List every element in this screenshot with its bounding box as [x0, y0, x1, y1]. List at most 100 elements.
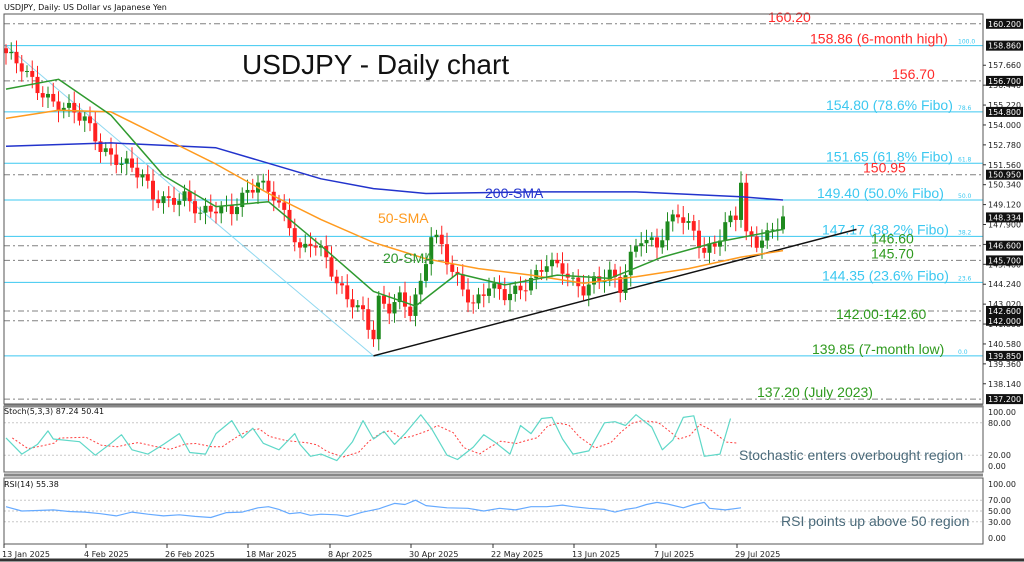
sma-label: 50-SMA [378, 210, 429, 226]
bullish-candle [607, 269, 612, 281]
price-tag [986, 305, 1023, 316]
date-tick-label: 26 Feb 2025 [165, 550, 215, 559]
price-tag-label: 156.700 [988, 77, 1021, 86]
bullish-candle [649, 237, 654, 240]
bullish-candle [198, 212, 203, 214]
bearish-candle [156, 199, 161, 204]
date-tick-label: 13 Jun 2025 [572, 550, 620, 559]
bearish-candle [613, 269, 617, 278]
level-label: 151.65 (61.8% Fibo) [826, 148, 953, 164]
fibo-percent-label: 50.0 [958, 193, 972, 200]
bullish-candle [623, 275, 628, 293]
bullish-candle [586, 284, 591, 296]
bearish-candle [387, 303, 392, 314]
price-tick-label: 150.340 [988, 181, 1021, 190]
stoch-signal-line [12, 420, 737, 458]
bearish-candle [555, 259, 560, 264]
stoch-tick-label: 100.00 [988, 408, 1016, 417]
bearish-candle [193, 201, 197, 214]
bullish-candle [550, 259, 554, 267]
bearish-candle [313, 246, 318, 248]
price-tick-label: 152.780 [988, 141, 1021, 150]
rsi-line [5, 499, 742, 519]
price-tag [986, 18, 1023, 29]
bearish-candle [655, 237, 659, 248]
date-tick-label: 7 Jul 2025 [654, 550, 694, 559]
price-tag-label: 146.600 [988, 242, 1021, 251]
level-label: 145.70 [871, 245, 914, 261]
bullish-candle [670, 214, 675, 222]
bearish-candle [282, 202, 287, 210]
bullish-candle [303, 243, 308, 248]
bullish-candle [665, 221, 670, 241]
bearish-candle [292, 228, 297, 243]
bearish-candle [466, 289, 470, 303]
level-label: 139.85 (7-month low) [812, 341, 944, 357]
stochastic-panel [4, 414, 983, 462]
bearish-candle [35, 76, 40, 94]
rsi-tick-label: 100.00 [988, 480, 1016, 489]
bearish-candle [329, 257, 334, 277]
bearish-candle [481, 294, 486, 296]
bearish-candle [471, 302, 476, 304]
bullish-candle [392, 302, 397, 314]
bullish-candle [739, 182, 743, 220]
bearish-candle [460, 274, 465, 290]
bearish-candle [266, 180, 271, 192]
bullish-candle [718, 240, 722, 247]
bullish-candle [571, 277, 575, 279]
price-tag-label: 139.850 [988, 352, 1021, 361]
price-tag [986, 212, 1023, 223]
level-label: 160.20 [768, 9, 811, 25]
price-panel-frame [3, 13, 984, 405]
bearish-candle [166, 196, 171, 198]
bullish-candle [434, 234, 439, 238]
axes: 157.660156.440155.220154.000152.780151.5… [0, 13, 1024, 562]
rsi-tick-label: 70.00 [988, 496, 1011, 505]
bullish-candle [781, 216, 785, 230]
bearish-candle [250, 189, 255, 193]
bullish-candle [397, 292, 402, 303]
price-tag [986, 240, 1023, 251]
price-tick-label: 149.120 [988, 201, 1021, 210]
rsi-annotation: RSI points up above 50 region [781, 513, 969, 529]
bearish-candle [277, 200, 281, 203]
bearish-candle [581, 286, 586, 296]
date-tick-label: 29 Jul 2025 [735, 550, 780, 559]
price-tag [986, 169, 1023, 180]
bearish-candle [408, 306, 413, 316]
level-label: 150.95 [863, 160, 906, 176]
bearish-candle [749, 231, 754, 237]
rsi-tick-label: 30.00 [988, 518, 1011, 527]
fibo-percent-label: 78.6 [958, 105, 972, 112]
level-label: 149.40 (50.0% Fibo) [817, 185, 944, 201]
chart-title: USDJPY - Daily chart [242, 49, 509, 80]
bullish-candle [235, 207, 239, 215]
bullish-candle [424, 264, 428, 281]
bullish-candle [492, 283, 497, 289]
stoch-tick-label: 0.00 [988, 462, 1006, 471]
bullish-candle [487, 288, 491, 296]
sma-200-line [5, 142, 784, 201]
price-panel: 160.20 100.0 158.86 (6-month high) 156.70 78… [4, 9, 983, 400]
bearish-candle [30, 71, 35, 77]
bearish-candle [361, 305, 365, 310]
bearish-candle [72, 102, 77, 113]
bullish-candle [723, 222, 728, 241]
fibo-percent-label: 23.6 [958, 275, 972, 282]
bullish-candle [634, 246, 638, 252]
level-label: 158.86 (6-month high) [810, 31, 948, 47]
bullish-candle [418, 280, 423, 295]
date-tick-label: 18 Mar 2025 [246, 550, 297, 559]
bullish-candle [355, 305, 360, 308]
price-tick-label: 138.140 [988, 380, 1021, 389]
bearish-candle [676, 214, 680, 218]
bearish-candle [403, 292, 407, 307]
bearish-candle [733, 215, 738, 220]
rsi-label: RSI(14) 55.38 [4, 480, 59, 489]
bullish-candle [261, 180, 266, 183]
bearish-candle [145, 174, 150, 181]
fibo-percent-label: 0.0 [958, 349, 968, 356]
